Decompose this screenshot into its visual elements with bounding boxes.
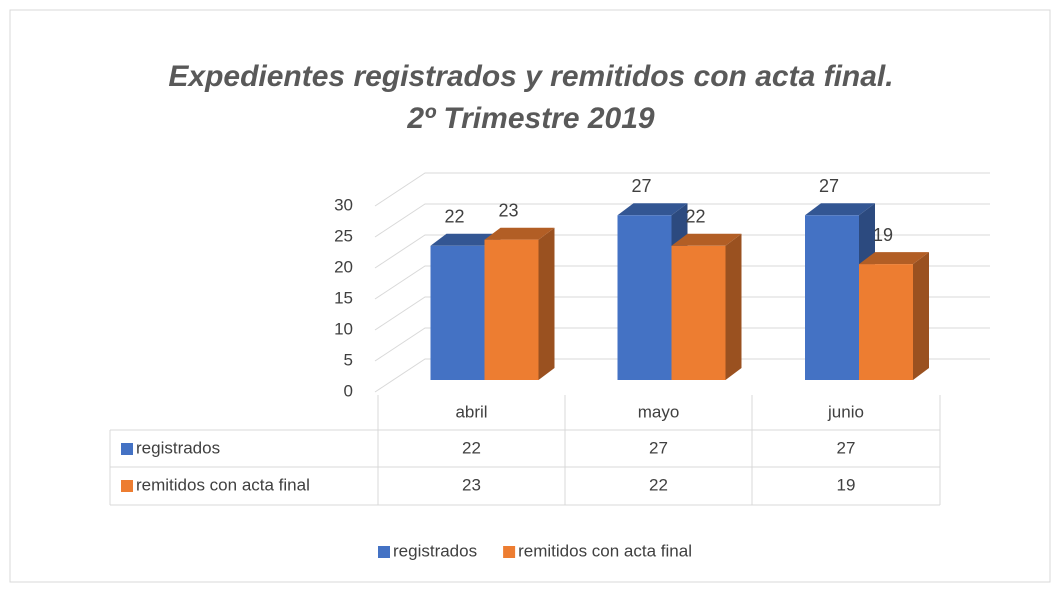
x-tick-label: junio — [827, 402, 864, 421]
y-tick-label: 5 — [344, 350, 353, 369]
table-legend-key — [121, 443, 133, 455]
bar-side — [538, 227, 555, 380]
bar-side — [913, 252, 929, 380]
grid-line — [374, 203, 990, 238]
bar-top — [859, 252, 929, 265]
table-cell: 19 — [837, 475, 856, 494]
grid-line — [374, 172, 990, 207]
bar — [617, 215, 672, 380]
bar — [805, 215, 859, 380]
bar-top — [617, 203, 688, 216]
grid-line — [374, 327, 990, 362]
grid-line — [374, 234, 990, 269]
table-cell: 22 — [649, 475, 668, 494]
bar — [430, 245, 485, 380]
y-tick-label: 15 — [334, 288, 353, 307]
table-row-label: registrados — [136, 438, 220, 457]
chart-title: 2º Trimestre 2019 — [406, 102, 655, 135]
data-label: 23 — [498, 200, 518, 220]
grid-line — [374, 296, 990, 331]
y-tick-label: 30 — [334, 195, 353, 214]
table-cell: 27 — [649, 438, 668, 457]
x-tick-label: abril — [455, 402, 487, 421]
table-legend-key — [121, 480, 133, 492]
y-tick-label: 10 — [334, 319, 353, 338]
data-label: 27 — [631, 176, 651, 196]
bar-top — [805, 203, 875, 216]
legend-label: registrados — [393, 541, 477, 560]
y-tick-label: 20 — [334, 257, 353, 276]
data-label: 22 — [444, 207, 464, 227]
y-tick-label: 0 — [344, 381, 353, 400]
data-label: 19 — [873, 225, 893, 245]
bar — [859, 264, 913, 380]
grid-line — [374, 265, 990, 300]
legend-key — [378, 546, 390, 558]
table-cell: 23 — [462, 475, 481, 494]
bar-top — [671, 233, 742, 246]
bar-top — [484, 227, 555, 240]
data-label: 22 — [685, 207, 705, 227]
x-tick-label: mayo — [638, 402, 680, 421]
table-cell: 22 — [462, 438, 481, 457]
chart-title: Expedientes registrados y remitidos con … — [168, 60, 893, 93]
grid-line — [374, 358, 990, 393]
bar — [671, 245, 726, 380]
legend-label: remitidos con acta final — [518, 541, 692, 560]
data-label: 27 — [819, 176, 839, 196]
table-row-label: remitidos con acta final — [136, 475, 310, 494]
bar — [484, 239, 539, 380]
bar-top — [430, 233, 501, 246]
table-cell: 27 — [837, 438, 856, 457]
legend-key — [503, 546, 516, 558]
y-tick-label: 25 — [334, 226, 353, 245]
bar-side — [725, 233, 742, 380]
